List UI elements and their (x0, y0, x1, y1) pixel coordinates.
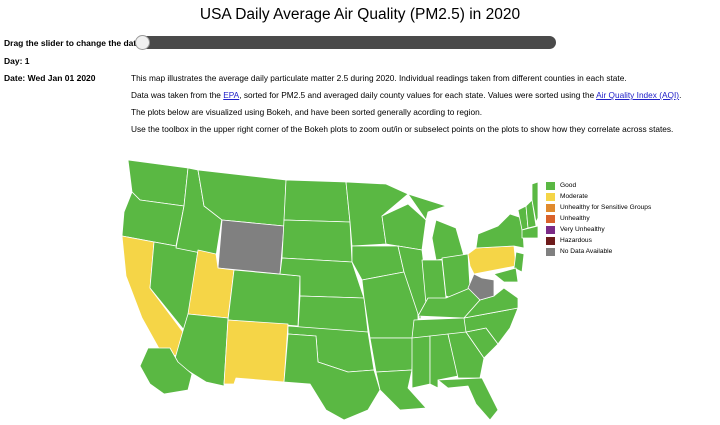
legend-label: Very Unhealthy (560, 226, 605, 233)
legend-swatch (546, 192, 555, 201)
state-wyoming[interactable] (217, 219, 285, 275)
state-indiana[interactable] (421, 259, 447, 305)
legend-item: No Data Available (546, 246, 651, 257)
state-arkansas[interactable] (369, 337, 415, 373)
epa-link[interactable]: EPA (223, 90, 240, 100)
state-colorado[interactable] (227, 269, 301, 327)
legend-label: Moderate (560, 193, 588, 200)
state-mississippi[interactable] (411, 335, 431, 389)
legend-item: Very Unhealthy (546, 224, 651, 235)
state-georgia[interactable] (447, 331, 485, 379)
slider-label: Drag the slider to change the date. (4, 38, 144, 48)
legend-label: Good (560, 182, 577, 189)
state-north-dakota[interactable] (283, 179, 351, 223)
day-label: Day: 1 (4, 56, 30, 66)
state-texas[interactable] (283, 333, 381, 421)
state-kansas[interactable] (297, 295, 369, 333)
legend-item: Moderate (546, 191, 651, 202)
description-text: Data was taken from the (131, 90, 224, 100)
legend-swatch (546, 236, 555, 245)
legend-swatch (546, 214, 555, 223)
state-new-mexico[interactable] (223, 319, 289, 385)
legend-label: Unhealthy (560, 215, 590, 222)
legend-item: Unhealthy for Sensitive Groups (546, 202, 651, 213)
state-new-hampshire[interactable] (525, 199, 537, 229)
legend-item: Hazardous (546, 235, 651, 246)
date-label: Date: Wed Jan 01 2020 (4, 73, 96, 83)
description-text: . (679, 90, 682, 100)
state-maine[interactable] (531, 181, 539, 223)
state-new-jersey[interactable] (513, 251, 525, 273)
page-title: USA Daily Average Air Quality (PM2.5) in… (199, 6, 521, 23)
slider-handle[interactable] (135, 35, 150, 50)
legend-label: Hazardous (560, 237, 592, 244)
legend-swatch (546, 247, 555, 256)
state-south-dakota[interactable] (281, 219, 353, 263)
legend-item: Good (546, 180, 651, 191)
description-paragraph-3: The plots below are visualized using Bok… (131, 107, 482, 117)
aqi-link[interactable]: Air Quality Index (AQI) (596, 90, 680, 100)
date-slider[interactable] (135, 35, 556, 50)
description-paragraph-1: This map illustrates the average daily p… (131, 73, 627, 83)
state-maryland[interactable] (493, 267, 519, 283)
description-paragraph-4: Use the toolbox in the upper right corne… (131, 124, 674, 134)
legend-swatch (546, 225, 555, 234)
legend-item: Unhealthy (546, 213, 651, 224)
legend-label: Unhealthy for Sensitive Groups (560, 204, 652, 211)
map-legend: Good Moderate Unhealthy for Sensitive Gr… (546, 180, 651, 257)
state-alaska[interactable] (139, 347, 193, 395)
state-new-york[interactable] (475, 213, 525, 249)
description-paragraph-2: Data was taken from the EPA, sorted for … (131, 90, 681, 100)
description-text: , sorted for PM2.5 and averaged daily co… (239, 90, 597, 100)
legend-swatch (546, 181, 555, 190)
legend-label: No Data Available (560, 248, 613, 255)
map-svg (121, 159, 539, 421)
state-florida[interactable] (437, 377, 499, 421)
legend-swatch (546, 203, 555, 212)
usa-air-quality-map[interactable] (118, 148, 539, 421)
